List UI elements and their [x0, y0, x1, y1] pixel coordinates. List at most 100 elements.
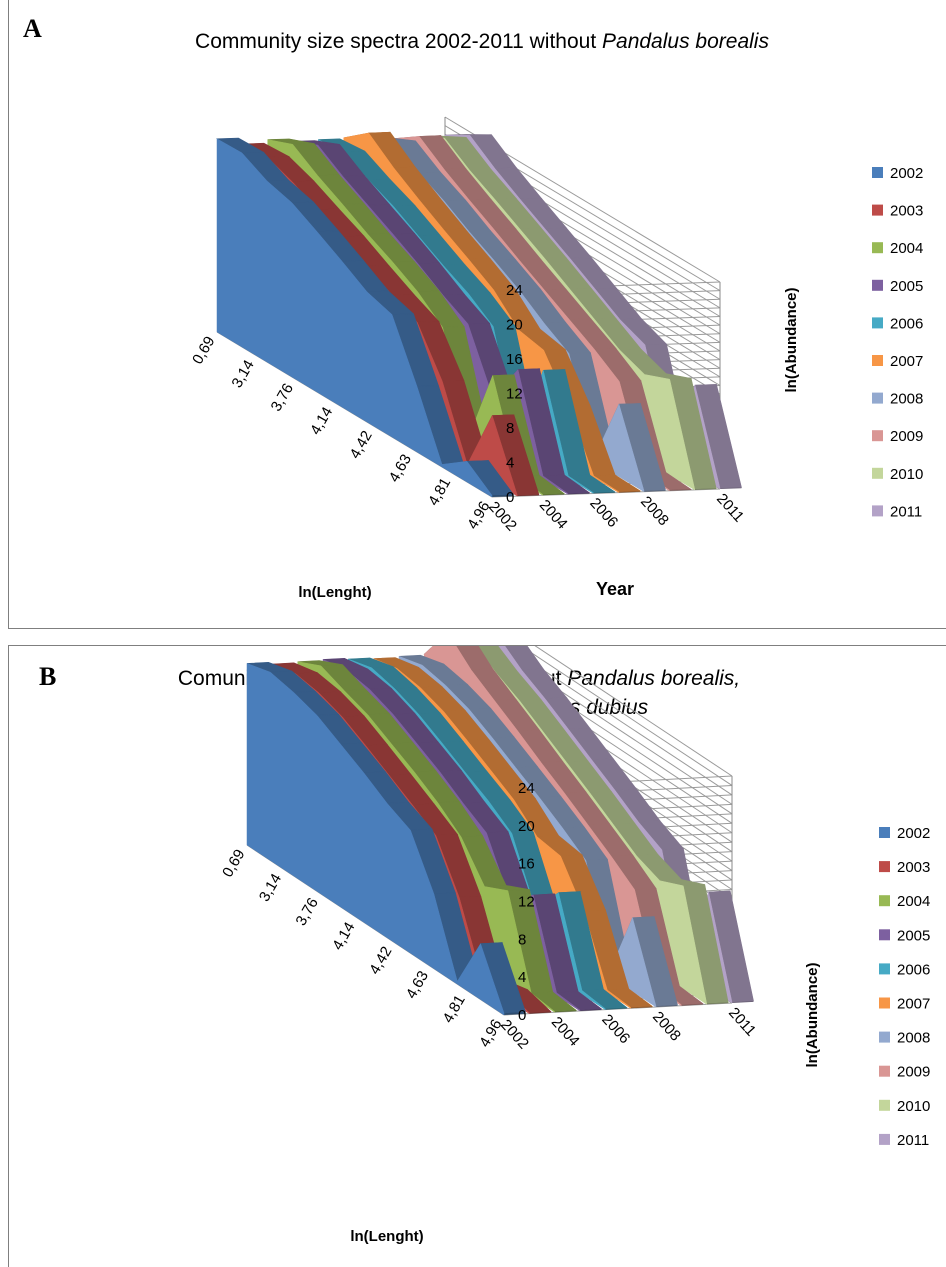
gridline: [534, 646, 733, 777]
y-axis-title: ln(Abundance): [783, 288, 800, 393]
y-tick-label: 12: [506, 386, 523, 403]
legend-swatch: [879, 1133, 890, 1145]
legend-swatch: [872, 430, 883, 442]
legend-swatch: [872, 355, 883, 366]
y-tick-label: 4: [506, 455, 514, 472]
legend-label: 2008: [890, 391, 923, 408]
title-run: Pandalus borealis,: [567, 667, 741, 690]
z-tick-label: 2002: [497, 1016, 532, 1052]
legend-swatch: [872, 467, 883, 479]
series-cap-2004: [542, 493, 565, 496]
panel-letter: A: [23, 14, 42, 43]
legend-swatch: [879, 997, 890, 1009]
series-cap-2003: [517, 494, 539, 497]
legend-label: 2007: [890, 353, 923, 370]
x-tick-label: 3,14: [256, 871, 285, 905]
z-tick-label: 2008: [649, 1008, 684, 1044]
legend-label: 2009: [897, 1064, 930, 1081]
series-cap-2007: [618, 490, 641, 493]
y-tick-label: 0: [518, 1007, 526, 1024]
x-tick-label: 4,96: [476, 1017, 505, 1051]
legend-swatch: [879, 1065, 890, 1077]
legend-label: 2011: [897, 1132, 929, 1149]
series-cap-2009: [669, 489, 691, 491]
legend-label: 2010: [897, 1098, 930, 1115]
chart-title: Community size spectra 2002-2011 without…: [9, 30, 946, 54]
z-tick-label: 2006: [586, 495, 621, 531]
x-tick-label: 4,63: [403, 968, 432, 1002]
legend-label: 2010: [890, 466, 923, 483]
series-cap-2008: [656, 1004, 678, 1007]
legend-swatch: [879, 861, 890, 873]
legend-swatch: [879, 895, 890, 907]
series-cap-2010: [706, 1002, 729, 1005]
x-tick-label: 4,14: [329, 919, 358, 953]
x-tick-label: 3,14: [228, 357, 257, 391]
legend-label: 2003: [890, 203, 923, 220]
y-tick-label: 20: [506, 317, 523, 334]
y-tick-label: 4: [518, 969, 526, 986]
series-cap-2002: [492, 494, 514, 497]
legend-label: 2004: [897, 893, 930, 910]
gridline: [503, 1002, 733, 1016]
legend-label: 2004: [890, 240, 923, 257]
chart-b-plot: 0 4 8 12 16 20 24 0,69 3,14 3,764,14 4,42 4,634,81 4…: [219, 646, 930, 1245]
y-tick-label: 24: [518, 780, 535, 797]
legend-label: 2009: [890, 428, 923, 445]
series-cap-2004: [554, 1010, 577, 1013]
legend-swatch: [879, 963, 890, 975]
x-axis-title: ln(Lenght): [298, 584, 371, 601]
legend-swatch: [872, 242, 883, 254]
y-tick-label: 8: [518, 931, 526, 948]
legend-swatch: [872, 392, 883, 404]
y-tick-label: 20: [518, 818, 535, 835]
legend-swatch: [872, 505, 883, 517]
series-cap-2011: [732, 1000, 754, 1003]
z-tick-label: 2011: [713, 490, 747, 525]
legend-swatch: [872, 279, 883, 291]
z-tick-label: 2008: [637, 493, 672, 529]
series-cap-2002: [504, 1012, 526, 1015]
x-tick-label: 0,69: [189, 334, 218, 368]
series-cap-2005: [580, 1008, 602, 1011]
x-tick-label: 4,42: [366, 944, 395, 978]
series-area-2002: [246, 663, 505, 1016]
series-cap-2003: [529, 1011, 551, 1014]
legend-swatch: [879, 1099, 890, 1111]
y-tick-label: 0: [506, 489, 514, 506]
legend-label: 2002: [897, 825, 930, 842]
x-tick-label: 4,81: [439, 992, 468, 1026]
series-cap-2011: [720, 487, 742, 489]
title-run: Pandalus borealis: [602, 30, 769, 53]
series-cap-2005: [568, 492, 590, 495]
legend-label: 2005: [897, 927, 930, 944]
x-tick-label: 4,96: [464, 499, 493, 533]
y-tick-label: 12: [518, 894, 535, 911]
chart-a-plot: 0 4 8 12 16 20 24 0,69 3,14 3,76 4,14 4,42 4,63 4,81 4…: [189, 116, 923, 601]
z-tick-label: 2006: [598, 1011, 633, 1047]
legend-label: 2005: [890, 278, 923, 295]
panel-b: B Comunity size spectra 2002-2011 withou…: [8, 645, 946, 1267]
y-tick-label: 24: [506, 282, 523, 299]
series-cap-2006: [593, 491, 615, 494]
y-tick-label: 16: [518, 856, 535, 873]
legend-swatch: [872, 204, 883, 216]
series-cap-2006: [605, 1007, 627, 1010]
legend-label: 2011: [890, 503, 922, 520]
legend-label: 2002: [890, 165, 923, 182]
legend-label: 2006: [890, 315, 923, 332]
z-tick-label: 2011: [725, 1004, 759, 1039]
gridline: [520, 646, 733, 786]
title-run: Community size spectra 2002-2011 without: [195, 30, 603, 53]
y-axis-title: ln(Abundance): [804, 963, 821, 1068]
x-tick-label: 3,76: [293, 895, 322, 929]
y-tick-label: 16: [506, 351, 523, 368]
legend-label: 2007: [897, 996, 930, 1013]
x-tick-label: 3,76: [268, 381, 297, 415]
series-area-2002: [216, 138, 493, 498]
legend-swatch: [879, 827, 890, 838]
y-tick-label: 8: [506, 420, 514, 437]
series-cap-2007: [630, 1006, 653, 1009]
z-tick-label: 2004: [536, 497, 571, 533]
legend-label: 2006: [897, 961, 930, 978]
